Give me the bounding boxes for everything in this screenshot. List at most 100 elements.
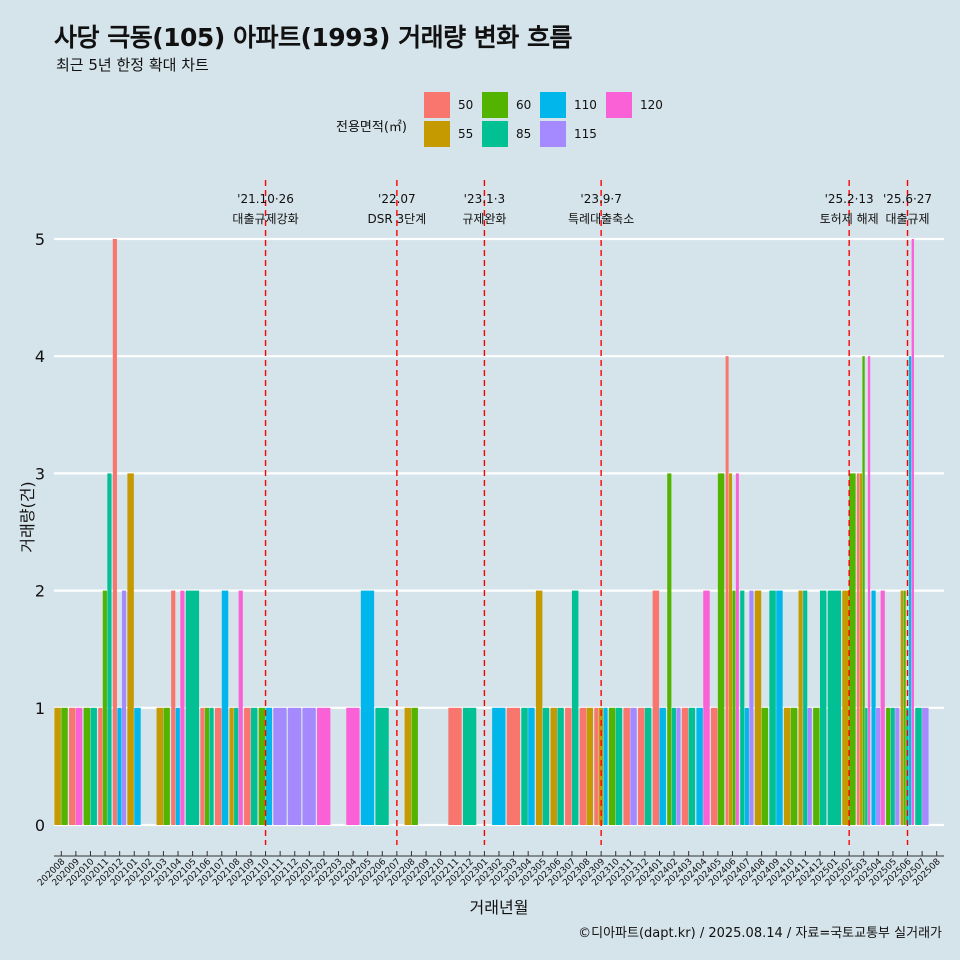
event-name-label: 대출규제 [885, 212, 929, 226]
bar [703, 590, 710, 825]
bar [842, 590, 849, 825]
bar [221, 590, 229, 825]
y-tick-label: 0 [35, 816, 45, 835]
bar [671, 707, 676, 825]
bar [317, 707, 331, 825]
bar [908, 356, 912, 825]
bar [608, 707, 616, 825]
bar [886, 707, 891, 825]
bar [859, 473, 862, 825]
bar [644, 707, 652, 825]
y-tick-label: 1 [35, 699, 45, 718]
legend-label: 110 [574, 98, 597, 112]
bar [156, 707, 164, 825]
bar [749, 590, 754, 825]
bar [200, 707, 205, 825]
bar [638, 707, 645, 825]
bar [735, 473, 739, 825]
bar [375, 707, 389, 825]
bar [676, 707, 681, 825]
bar [906, 707, 909, 825]
bar [75, 707, 83, 825]
bar [915, 707, 922, 825]
bar [903, 590, 906, 825]
bar [209, 707, 214, 825]
bar [827, 590, 842, 825]
event-date-label: '21.10·26 [237, 192, 294, 206]
y-tick-label: 2 [35, 582, 45, 601]
bar [214, 707, 222, 825]
bar [238, 590, 243, 825]
bar [696, 707, 703, 825]
bar [185, 590, 200, 825]
bar [121, 590, 127, 825]
bar [102, 590, 107, 825]
bar [849, 473, 856, 825]
bar [598, 707, 604, 825]
event-date-label: '25.6·27 [883, 192, 932, 206]
bar [302, 707, 316, 825]
bar [710, 707, 718, 825]
bar [535, 590, 543, 825]
chart-subtitle: 최근 5년 한정 확대 차트 [56, 56, 209, 74]
event-date-label: '23.1·3 [464, 192, 505, 206]
bar [717, 473, 725, 825]
bar [615, 707, 623, 825]
bar [867, 356, 871, 825]
bar [90, 707, 97, 825]
bar [783, 707, 791, 825]
bar [171, 590, 176, 825]
legend-swatch [482, 121, 508, 147]
bar [550, 707, 557, 825]
chart-title: 사당 극동(105) 아파트(1993) 거래량 변화 흐름 [54, 23, 573, 52]
bar [258, 707, 266, 825]
event-name-label: 토허제 해제 [820, 212, 879, 226]
bar [204, 707, 210, 825]
bar [776, 590, 783, 825]
legend-swatch [482, 92, 508, 118]
event-name-label: 대출규제강화 [232, 212, 298, 226]
legend-swatch [540, 92, 566, 118]
y-tick-label: 3 [35, 464, 45, 483]
bar [807, 707, 812, 825]
x-axis-title: 거래년월 [470, 898, 529, 917]
bar [579, 707, 587, 825]
bar [871, 590, 876, 825]
bar [900, 590, 904, 825]
bar [798, 590, 803, 825]
bar [411, 707, 418, 825]
legend-swatch [424, 92, 450, 118]
bar [565, 707, 572, 825]
bar [681, 707, 689, 825]
bar [571, 590, 579, 825]
bar [911, 239, 914, 825]
bar [880, 590, 885, 825]
bar [346, 707, 360, 825]
event-date-label: '22.07 [378, 192, 416, 206]
bar [557, 707, 564, 825]
bar [803, 590, 808, 825]
bar [163, 707, 170, 825]
bar [729, 473, 733, 825]
bar [652, 590, 660, 825]
event-date-label: '25.2·13 [825, 192, 874, 206]
bar [462, 707, 477, 825]
bar [127, 473, 134, 825]
bar [265, 707, 273, 825]
legend-label: 85 [516, 127, 532, 141]
bar [69, 707, 76, 825]
bar [180, 590, 185, 825]
chart-caption: ©디아파트(dapt.kr) / 2025.08.14 / 자료=국토교통부 실… [578, 926, 942, 941]
bar [492, 707, 506, 825]
legend-label: 115 [574, 127, 597, 141]
bar [769, 590, 776, 825]
bar [630, 707, 637, 825]
bar [250, 707, 258, 825]
bar [448, 707, 462, 825]
bar [725, 356, 729, 825]
bar [54, 707, 61, 825]
bar [594, 707, 599, 825]
bar [134, 707, 141, 825]
legend-label: 120 [640, 98, 663, 112]
y-tick-label: 4 [35, 347, 45, 366]
